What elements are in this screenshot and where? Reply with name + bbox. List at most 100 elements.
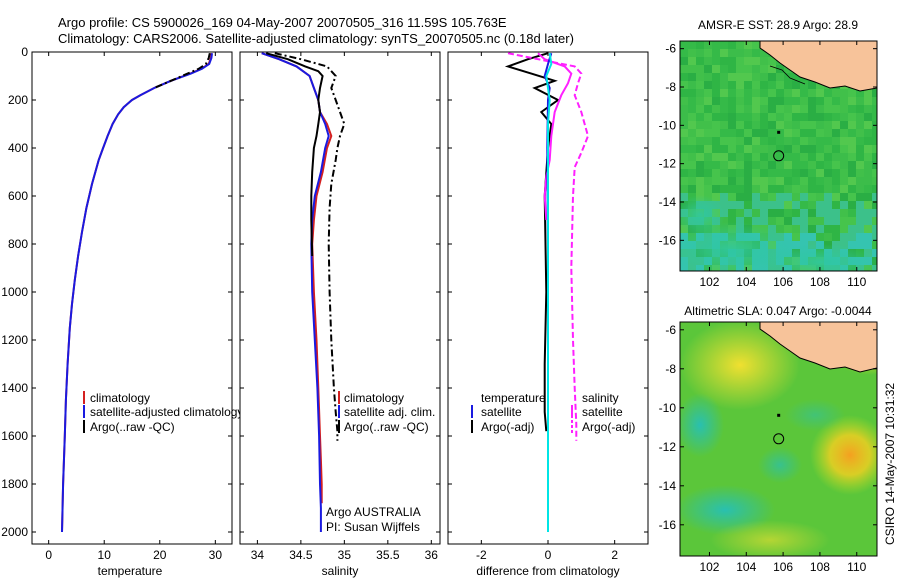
sst-pixel (680, 113, 688, 121)
sst-pixel (784, 217, 792, 225)
sst-pixel (680, 49, 688, 57)
sst-pixel (784, 185, 792, 193)
sst-pixel (760, 169, 768, 177)
y-tick-label: -16 (659, 518, 677, 532)
sst-pixel (784, 209, 792, 217)
sst-pixel (768, 217, 776, 225)
sst-pixel (688, 57, 696, 65)
x-tick-label: 0 (45, 548, 52, 562)
x-tick-label: 104 (736, 560, 756, 574)
sst-pixel (744, 65, 752, 73)
sst-pixel (848, 177, 856, 185)
sst-pixel (800, 177, 808, 185)
sst-pixel (808, 161, 816, 169)
sst-pixel (856, 153, 864, 161)
sst-pixel (752, 145, 760, 153)
sst-map-frame (679, 40, 878, 272)
sst-pixel (728, 57, 736, 65)
sst-pixel (712, 137, 720, 145)
sst-pixel (720, 185, 728, 193)
sst-pixel (776, 121, 784, 129)
sst-pixel (816, 137, 824, 145)
sst-pixel (768, 177, 776, 185)
sst-pixel (864, 193, 872, 201)
sst-pixel (808, 177, 816, 185)
sst-pixel (784, 105, 792, 113)
sst-pixel (688, 97, 696, 105)
sst-pixel (872, 153, 877, 161)
sst-pixel (696, 97, 704, 105)
sst-pixel (848, 193, 856, 201)
sst-pixel (720, 217, 728, 225)
sst-pixel (792, 73, 800, 81)
sst-pixel (712, 153, 720, 161)
sst-pixel (704, 73, 712, 81)
sst-pixel (848, 233, 856, 241)
sst-pixel (832, 201, 840, 209)
sst-pixel (840, 137, 848, 145)
sst-pixel (808, 201, 816, 209)
sst-pixel (840, 209, 848, 217)
sst-pixel (696, 65, 704, 73)
sst-map-title: AMSR-E SST: 28.9 Argo: 28.9 (698, 18, 858, 32)
sst-pixel (752, 57, 760, 65)
sst-pixel (712, 169, 720, 177)
sst-pixel (792, 177, 800, 185)
sst-pixel (872, 217, 877, 225)
sst-pixel (712, 129, 720, 137)
sst-pixel (824, 89, 832, 97)
sst-pixel (752, 209, 760, 217)
sst-pixel (848, 201, 856, 209)
y-tick-label: -14 (659, 479, 677, 493)
sst-pixel (856, 97, 864, 105)
sst-pixel (712, 89, 720, 97)
sst-pixel (728, 145, 736, 153)
sst-pixel (792, 145, 800, 153)
sst-pixel (712, 185, 720, 193)
x-tick-label: 106 (773, 560, 793, 574)
sst-pixel (808, 97, 816, 105)
sst-pixel (872, 185, 877, 193)
sst-pixel (864, 129, 872, 137)
sst-pixel (760, 97, 768, 105)
sst-pixel (752, 161, 760, 169)
sst-pixel (816, 89, 824, 97)
timestamp-side-label: CSIRO 14-May-2007 10:31:32 (883, 383, 897, 545)
sst-pixel (696, 137, 704, 145)
sst-pixel (848, 241, 856, 249)
sst-pixel (840, 113, 848, 121)
sst-pixel (864, 185, 872, 193)
java-landmass (759, 322, 877, 373)
sst-pixel (816, 201, 824, 209)
sst-pixel (784, 113, 792, 121)
sst-pixel (720, 193, 728, 201)
sst-pixel (816, 209, 824, 217)
sst-pixel (760, 89, 768, 97)
sst-pixel (840, 217, 848, 225)
y-tick-label: -8 (665, 362, 676, 376)
sst-pixel (728, 41, 736, 49)
sst-pixel (696, 81, 704, 89)
sst-pixel (832, 185, 840, 193)
sst-pixel (808, 153, 816, 161)
sst-pixel (688, 137, 696, 145)
legend-label-satellite: satellite adj. clim. (344, 405, 435, 419)
sst-pixel (824, 129, 832, 137)
sst-pixel (736, 73, 744, 81)
sst-pixel (736, 113, 744, 121)
sst-pixel (808, 121, 816, 129)
sst-pixel (696, 105, 704, 113)
sst-pixel (728, 113, 736, 121)
sst-pixel (776, 89, 784, 97)
sst-pixel (712, 41, 720, 49)
sst-pixel (872, 97, 877, 105)
sst-pixel (824, 113, 832, 121)
sst-pixel (800, 153, 808, 161)
sst-pixel (808, 89, 816, 97)
legend-label-t-argo: Argo(-adj) (481, 420, 534, 434)
sst-pixel (792, 97, 800, 105)
sst-pixel (688, 105, 696, 113)
sst-pixel (736, 169, 744, 177)
sst-pixel (728, 73, 736, 81)
